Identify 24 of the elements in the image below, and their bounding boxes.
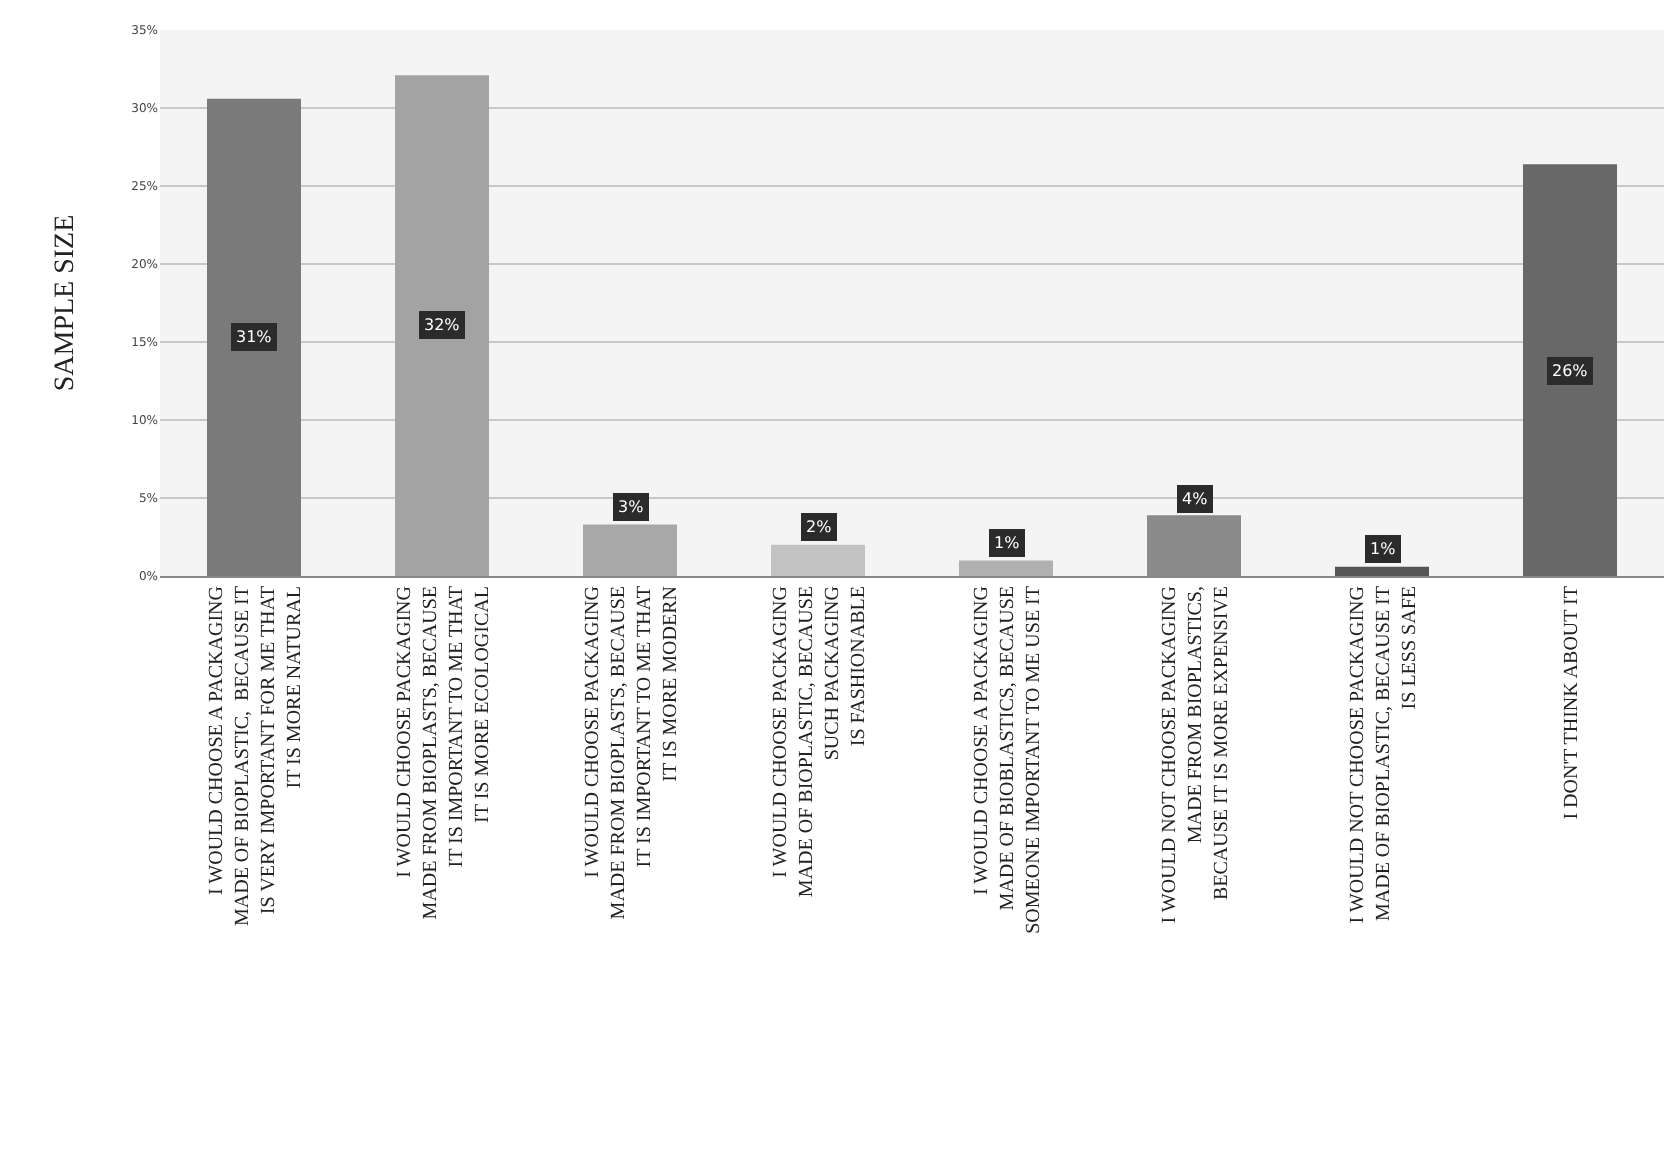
bar [1523, 164, 1617, 576]
data-label: 31% [236, 328, 273, 346]
x-tick-label: I DON'T THINK ABOUT IT [1560, 586, 1583, 820]
x-tick-label: I WOULD NOT CHOOSE PACKAGING MADE FROM BIOPLASTICS, BECAUSE IT IS MORE EXPENSIVE [1158, 586, 1233, 924]
data-label: 32% [424, 316, 461, 334]
bar [583, 524, 677, 576]
bar [959, 560, 1053, 576]
bar [771, 544, 865, 576]
bar [1335, 566, 1429, 576]
y-axis-title: SAMPLE SIZE [50, 214, 81, 392]
data-label: 1% [1370, 540, 1397, 558]
bar [207, 98, 301, 576]
x-tick-label: I WOULD CHOOSE PACKAGING MADE FROM BIOPLASTS, BECAUSE IT IS IMPORTANT TO ME THAT IT IS MORE ECOLOGICAL [393, 586, 494, 920]
data-label: 3% [618, 498, 645, 516]
data-label: 2% [806, 518, 833, 536]
x-tick-label: I WOULD CHOOSE A PACKAGING MADE OF BIOBLASTICS, BECAUSE SOMEONE IMPORTANT TO ME USE IT [970, 586, 1045, 934]
data-label: 26% [1552, 362, 1589, 380]
x-tick-label: I WOULD CHOOSE PACKAGING MADE FROM BIOPLASTS, BECAUSE IT IS IMPORTANT TO ME THAT IT IS MORE MODERN [581, 586, 682, 920]
x-tick-label: I WOULD CHOOSE PACKAGING MADE OF BIOPLASTIC, BECAUSE SUCH PACKAGING IS FASHIONABLE [769, 586, 870, 898]
x-tick-label: I WOULD CHOOSE A PACKAGING MADE OF BIOPLASTIC, BECAUSE IT IS VERY IMPORTANT FOR ME THAT IT IS MORE NATURAL [205, 586, 306, 927]
data-label: 1% [994, 534, 1021, 552]
x-tick-label: I WOULD NOT CHOOSE PACKAGING MADE OF BIOPLASTIC, BECAUSE IT IS LESS SAFE [1346, 586, 1421, 924]
bar [395, 75, 489, 576]
data-label: 4% [1182, 490, 1209, 508]
